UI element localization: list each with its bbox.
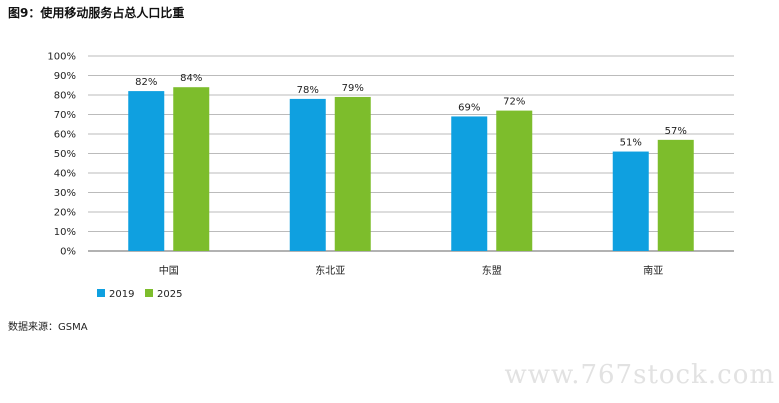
x-category-label: 东北亚 — [315, 264, 345, 277]
y-tick-label: 20% — [54, 208, 76, 219]
source-note: 数据来源：GSMA — [8, 322, 88, 333]
legend-label: 2025 — [157, 289, 182, 300]
x-category-label: 东盟 — [482, 264, 502, 277]
y-tick-label: 50% — [54, 149, 76, 160]
watermark: www.767stock.com — [504, 360, 775, 390]
bar-2019-3 — [612, 151, 649, 251]
legend-label: 2019 — [109, 289, 134, 300]
data-labels: 82% 84% 78% 79% 69% 72% 51% 57% — [135, 73, 687, 148]
x-category-label: 中国 — [159, 264, 179, 277]
x-category-label: 南亚 — [643, 264, 663, 277]
bars — [128, 87, 694, 252]
legend-swatch-2019 — [97, 289, 105, 297]
bar-2019-1 — [289, 98, 326, 252]
data-label: 78% — [297, 85, 319, 96]
bar-2025-2 — [496, 110, 533, 251]
y-tick-label: 30% — [54, 188, 76, 199]
data-label: 51% — [620, 138, 642, 149]
y-tick-label: 10% — [54, 227, 76, 238]
legend-swatch-2025 — [145, 289, 153, 297]
data-label: 69% — [458, 102, 480, 113]
data-label: 82% — [135, 77, 157, 88]
bar-2025-3 — [657, 139, 694, 251]
x-axis-categories: 中国 东北亚 东盟 南亚 — [159, 264, 664, 277]
y-tick-label: 60% — [54, 130, 76, 141]
bar-2019-0 — [128, 91, 165, 251]
y-axis-ticks: 0% 10% 20% 30% 40% 50% 60% 70% 80% 90% 100% — [47, 52, 76, 258]
bar-2025-1 — [334, 96, 371, 251]
data-label: 72% — [503, 97, 525, 108]
legend: 2019 2025 — [97, 289, 182, 300]
chart-title: 图9：使用移动服务占总人口比重 — [8, 6, 185, 20]
data-label: 79% — [342, 83, 364, 94]
y-tick-label: 100% — [47, 52, 76, 63]
y-tick-label: 90% — [54, 71, 76, 82]
data-label: 57% — [665, 126, 687, 137]
y-tick-label: 40% — [54, 169, 76, 180]
bar-2025-0 — [173, 87, 210, 251]
bar-chart: 0% 10% 20% 30% 40% 50% 60% 70% 80% 90% 100% 82% 84%… — [47, 52, 734, 300]
y-tick-label: 80% — [54, 91, 76, 102]
y-tick-label: 70% — [54, 110, 76, 121]
y-tick-label: 0% — [60, 247, 76, 258]
data-label: 84% — [180, 73, 202, 84]
bar-2019-2 — [451, 116, 488, 251]
